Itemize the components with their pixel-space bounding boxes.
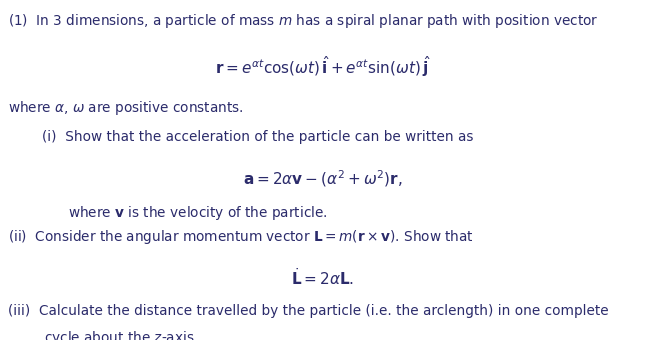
Text: $\dot{\mathbf{L}} = 2\alpha\mathbf{L}.$: $\dot{\mathbf{L}} = 2\alpha\mathbf{L}.$ bbox=[291, 267, 355, 288]
Text: $\mathbf{r} = e^{\alpha t}\cos(\omega t)\,\hat{\mathbf{i}} + e^{\alpha t}\sin(\o: $\mathbf{r} = e^{\alpha t}\cos(\omega t)… bbox=[215, 54, 431, 79]
Text: $\mathbf{a} = 2\alpha\mathbf{v} - (\alpha^2 + \omega^2)\mathbf{r},$: $\mathbf{a} = 2\alpha\mathbf{v} - (\alph… bbox=[243, 168, 403, 189]
Text: (i)  Show that the acceleration of the particle can be written as: (i) Show that the acceleration of the pa… bbox=[42, 130, 474, 144]
Text: where $\mathbf{v}$ is the velocity of the particle.: where $\mathbf{v}$ is the velocity of th… bbox=[68, 204, 328, 222]
Text: (ii)  Consider the angular momentum vector $\mathbf{L} = m(\mathbf{r} \times \ma: (ii) Consider the angular momentum vecto… bbox=[8, 228, 474, 246]
Text: where $\alpha$, $\omega$ are positive constants.: where $\alpha$, $\omega$ are positive co… bbox=[8, 99, 244, 117]
Text: (1)  In 3 dimensions, a particle of mass $m$ has a spiral planar path with posit: (1) In 3 dimensions, a particle of mass … bbox=[8, 12, 598, 30]
Text: cycle about the $z$-axis.: cycle about the $z$-axis. bbox=[44, 329, 198, 340]
Text: (iii)  Calculate the distance travelled by the particle (i.e. the arclength) in : (iii) Calculate the distance travelled b… bbox=[8, 304, 609, 318]
